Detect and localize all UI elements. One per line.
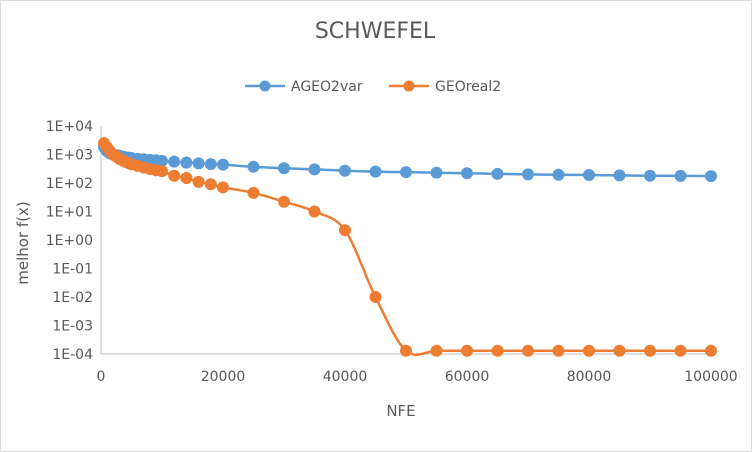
data-point-ageo2var [552, 168, 565, 181]
legend-label-ageo2var: AGEO2var [291, 79, 363, 95]
x-tick-label: 40000 [323, 369, 368, 385]
series-georeal2 [98, 137, 717, 357]
y-tick-label: 1E-01 [52, 262, 93, 278]
data-point-georeal2 [180, 171, 193, 184]
legend-item-georeal2: GEOreal2 [389, 79, 501, 95]
x-tick-label: 20000 [201, 369, 246, 385]
y-tick-label: 1E-02 [52, 290, 93, 306]
data-point-georeal2 [552, 344, 565, 357]
data-point-georeal2 [613, 344, 626, 357]
data-point-ageo2var [430, 166, 443, 179]
x-tick-label: 0 [97, 369, 106, 385]
data-point-ageo2var [369, 165, 382, 178]
data-point-ageo2var [613, 169, 626, 182]
data-point-ageo2var [491, 167, 504, 180]
x-axis-title: NFE [386, 402, 415, 420]
x-tick-label: 80000 [567, 369, 612, 385]
data-point-georeal2 [369, 291, 382, 303]
y-tick-label: 1E+04 [46, 119, 93, 135]
data-point-ageo2var [308, 163, 321, 176]
data-point-georeal2 [705, 344, 717, 357]
data-point-georeal2 [278, 195, 290, 208]
data-point-georeal2 [400, 344, 412, 357]
y-tick-label: 1E+03 [46, 148, 93, 164]
data-point-georeal2 [430, 344, 443, 357]
data-point-georeal2 [339, 224, 351, 237]
y-tick-label: 1E+02 [46, 176, 93, 192]
legend-marker-georeal2 [403, 80, 415, 92]
data-point-ageo2var [278, 162, 290, 175]
data-point-ageo2var [156, 154, 168, 167]
data-point-ageo2var [461, 167, 473, 180]
legend-marker-ageo2var [259, 80, 271, 92]
y-tick-label: 1E-03 [52, 319, 93, 335]
plot-area: 1E+04 1E+03 1E+02 1E+01 1E+00 1E-01 1E-02 1E-03… [46, 119, 738, 385]
chart-title: SCHWEFEL [315, 19, 436, 44]
data-point-ageo2var [339, 164, 351, 177]
data-point-georeal2 [308, 205, 321, 218]
data-point-ageo2var [247, 160, 260, 173]
data-point-ageo2var [400, 166, 412, 179]
x-tick-label: 100000 [684, 369, 737, 385]
data-point-ageo2var [674, 169, 687, 182]
data-point-georeal2 [522, 344, 534, 357]
data-point-ageo2var [522, 168, 534, 181]
data-point-georeal2 [168, 169, 181, 182]
data-point-georeal2 [156, 165, 168, 178]
y-tick-label: 1E-04 [52, 347, 93, 363]
data-point-georeal2 [204, 178, 217, 191]
data-point-ageo2var [705, 170, 717, 183]
data-point-ageo2var [168, 155, 181, 168]
data-point-ageo2var [192, 157, 205, 170]
y-axis-title: melhor f(x) [14, 201, 32, 285]
data-point-ageo2var [583, 169, 595, 182]
data-point-georeal2 [491, 344, 504, 357]
data-point-ageo2var [217, 158, 229, 171]
y-tick-label: 1E+00 [46, 233, 93, 249]
data-point-ageo2var [644, 169, 656, 182]
data-point-georeal2 [583, 344, 595, 357]
x-tick-label: 60000 [445, 369, 490, 385]
data-point-ageo2var [204, 158, 217, 171]
data-point-georeal2 [644, 344, 656, 357]
legend-label-georeal2: GEOreal2 [435, 79, 501, 95]
data-point-ageo2var [180, 156, 193, 169]
legend-item-ageo2var: AGEO2var [245, 79, 363, 95]
data-point-georeal2 [247, 186, 260, 199]
y-tick-label: 1E+01 [46, 205, 93, 221]
data-point-georeal2 [192, 175, 205, 188]
data-point-georeal2 [461, 344, 473, 357]
legend: AGEO2var GEOreal2 [245, 79, 501, 95]
data-point-georeal2 [217, 181, 229, 194]
data-point-georeal2 [674, 344, 687, 357]
